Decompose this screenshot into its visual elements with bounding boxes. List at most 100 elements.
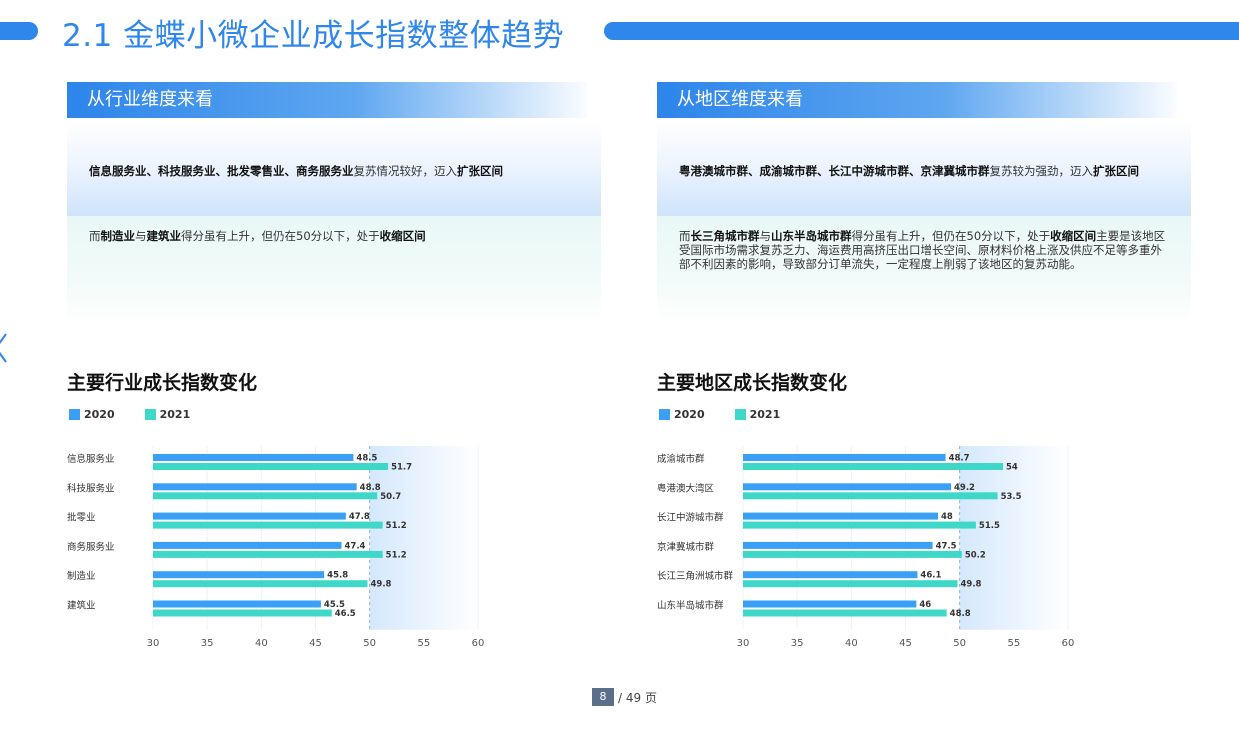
legend-swatch-2020 (69, 409, 80, 420)
text-fragment: 而 (89, 229, 101, 243)
expansion-zone-label: 扩张区间 (1093, 164, 1139, 178)
category-label: 科技服务业 (67, 482, 115, 494)
text-fragment: 主要是该地区受国际市场需求复苏乏力、海运费用高挤压出口增长空间、原材料价格上涨及… (679, 229, 1166, 271)
text-fragment: 得分虽有上升，但仍在50分以下，处于 (851, 229, 1051, 243)
legend-label-2021: 2021 (749, 408, 781, 421)
expansion-description: 复苏较为强劲，迈入 (989, 164, 1094, 178)
bar-value-label: 49.8 (371, 580, 392, 590)
bar-2020 (153, 454, 354, 461)
category-label: 成渝城市群 (657, 453, 705, 465)
yangtze-delta-label: 长三角城市群 (690, 229, 760, 243)
current-page-number[interactable]: 8 (592, 688, 614, 706)
bar-2021 (153, 521, 383, 529)
bar-value-label: 48 (941, 512, 953, 522)
region-expansion-text: 粤港澳城市群、成渝城市群、长江中游城市群、京津冀城市群复苏较为强劲，迈入扩张区间 (657, 120, 1191, 216)
shandong-label: 山东半岛城市群 (771, 229, 852, 243)
bar-2020 (743, 541, 933, 549)
legend-label-2021: 2021 (159, 408, 191, 421)
bar-2020 (153, 483, 357, 491)
bar-2021 (153, 580, 368, 588)
region-summary-card: 粤港澳城市群、成渝城市群、长江中游城市群、京津冀城市群复苏较为强劲，迈入扩张区间… (657, 120, 1191, 324)
construction-label: 建筑业 (146, 229, 182, 243)
expansion-regions: 粤港澳城市群、成渝城市群、长江中游城市群、京津冀城市群 (679, 164, 990, 178)
expansion-zone-label: 扩张区间 (457, 164, 503, 178)
category-label: 建筑业 (67, 600, 96, 612)
expansion-description: 复苏情况较好，迈入 (353, 164, 458, 178)
bar-2020 (743, 483, 951, 491)
bar-2020 (743, 571, 918, 579)
total-pages-text: / 49 页 (618, 690, 657, 705)
x-tick-label: 30 (737, 638, 750, 649)
bar-value-label: 46.5 (335, 609, 356, 619)
title-accent-bar-left (0, 22, 38, 40)
x-tick-label: 35 (791, 638, 804, 649)
bar-value-label: 51.2 (386, 521, 407, 531)
x-tick-label: 60 (1062, 638, 1075, 649)
bar-value-label: 48.5 (356, 454, 377, 464)
title-accent-bar-right (604, 22, 1239, 40)
legend-label-2020: 2020 (674, 408, 705, 421)
x-tick-label: 50 (953, 638, 966, 649)
x-tick-label: 45 (309, 638, 322, 649)
contraction-zone-label: 收缩区间 (379, 229, 426, 243)
region-contraction-text: 而长三角城市群与山东半岛城市群得分虽有上升，但仍在50分以下，处于收缩区间主要是… (657, 216, 1191, 324)
previous-page-arrow-icon[interactable] (0, 332, 8, 364)
x-tick-label: 40 (255, 638, 268, 649)
bar-2020 (743, 512, 938, 520)
bar-2020 (153, 512, 346, 520)
legend-swatch-2020 (659, 409, 670, 420)
bar-value-label: 48.7 (949, 454, 970, 464)
industry-growth-bar-chart: 30 35 40 45 50 55 60 信息服务业 48.5 51.7 科技服务业 48.850.7… (67, 446, 485, 649)
category-label: 粤港澳大湾区 (657, 482, 715, 494)
category-label: 山东半岛城市群 (657, 600, 724, 612)
industry-chart-legend: 2020 2021 (69, 408, 220, 421)
bar-value-label: 49.2 (954, 483, 975, 493)
legend-item-2020: 2020 (69, 408, 115, 421)
category-label: 信息服务业 (67, 453, 115, 465)
bar-value-label: 51.5 (979, 521, 1000, 531)
bar-2021 (743, 492, 998, 500)
bar-value-label: 50.2 (965, 550, 986, 560)
page-title: 2.1 金蝶小微企业成长指数整体趋势 (62, 18, 565, 54)
text-fragment: 而 (679, 229, 691, 243)
text-fragment: 与 (135, 229, 147, 243)
legend-swatch-2021 (144, 409, 156, 420)
bar-value-label: 48.8 (360, 483, 381, 493)
bar-value-label: 50.7 (380, 492, 401, 502)
industry-summary-card: 信息服务业、科技服务业、批发零售业、商务服务业复苏情况较好，迈入扩张区间 而制造… (67, 120, 601, 324)
bar-2020 (153, 541, 342, 549)
contraction-zone-label: 收缩区间 (1050, 229, 1097, 243)
region-growth-bar-chart: 30 35 40 45 50 55 60 成渝城市群 48.7 54 粤港澳大湾区 49.2 53.5 长… (657, 446, 1075, 649)
bar-2021 (153, 492, 378, 500)
bar-2020 (153, 571, 325, 579)
bar-2021 (153, 609, 332, 617)
region-chart-legend: 2020 2021 (659, 408, 810, 421)
x-tick-label: 60 (472, 638, 485, 649)
legend-swatch-2021 (734, 409, 746, 420)
legend-item-2021: 2021 (144, 408, 191, 421)
bar-value-label: 49.8 (961, 580, 982, 590)
x-tick-label: 40 (845, 638, 858, 649)
industry-section-heading: 从行业维度来看 (67, 82, 587, 118)
region-chart-title: 主要地区成长指数变化 (657, 372, 848, 394)
bar-2021 (743, 609, 947, 617)
bar-value-label: 47.5 (936, 541, 957, 551)
x-tick-label: 55 (1007, 638, 1020, 649)
category-label: 批零业 (67, 512, 96, 524)
industry-chart-title: 主要行业成长指数变化 (67, 372, 258, 394)
expansion-industries: 信息服务业、科技服务业、批发零售业、商务服务业 (89, 164, 354, 178)
bar-value-label: 51.7 (391, 463, 412, 473)
category-label: 商务服务业 (67, 541, 115, 553)
legend-label-2020: 2020 (84, 408, 115, 421)
bar-value-label: 47.8 (349, 512, 370, 522)
bar-2021 (743, 521, 976, 529)
bar-value-label: 54 (1006, 463, 1018, 473)
x-tick-label: 30 (147, 638, 160, 649)
bar-2021 (743, 463, 1003, 470)
bar-value-label: 48.8 (950, 609, 971, 619)
x-tick-label: 50 (363, 638, 376, 649)
region-section-heading: 从地区维度来看 (657, 82, 1177, 118)
bar-2020 (153, 600, 321, 608)
manufacturing-label: 制造业 (100, 229, 136, 243)
industry-contraction-text: 而制造业与建筑业得分虽有上升，但仍在50分以下，处于收缩区间 (67, 216, 601, 324)
